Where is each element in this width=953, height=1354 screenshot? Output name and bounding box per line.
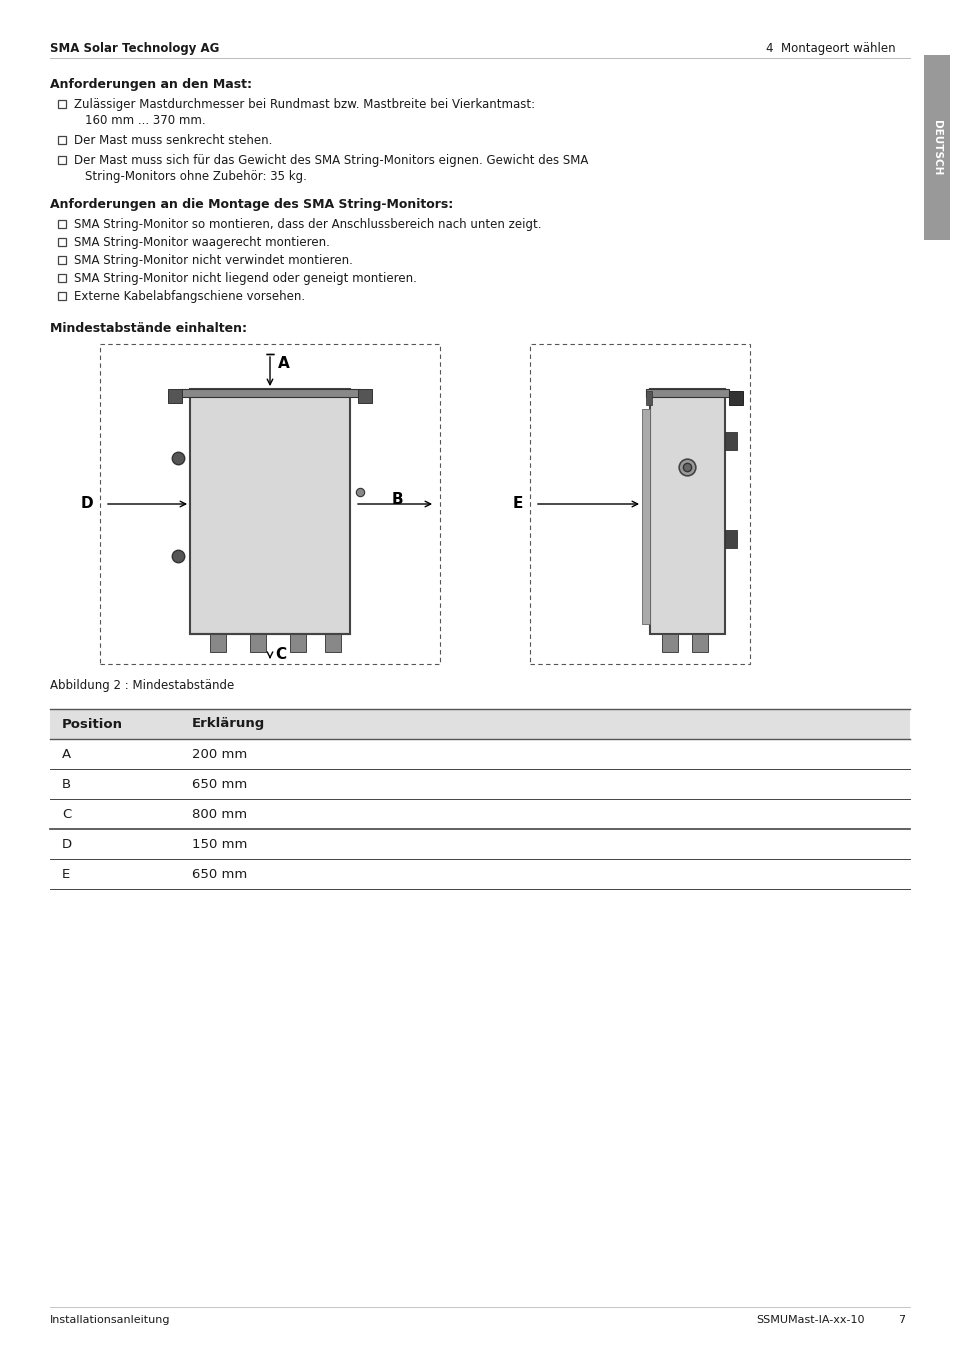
Text: 160 mm ... 370 mm.: 160 mm ... 370 mm. [85,114,206,127]
Bar [250,634,266,653]
Text: SMA Solar Technology AG: SMA Solar Technology AG [50,42,219,56]
Bar [724,432,737,451]
Bar [724,531,737,548]
Text: 4  Montageort wählen: 4 Montageort wählen [765,42,895,56]
Text: D: D [80,497,92,512]
Bar [58,100,66,108]
Bar [100,344,439,663]
Text: DEUTSCH: DEUTSCH [931,119,941,175]
Bar [180,389,359,397]
Text: Position: Position [62,718,123,731]
Text: 7: 7 [897,1315,904,1326]
Bar [641,409,649,624]
Bar [58,274,66,282]
Bar [58,219,66,227]
Text: SMA String-Monitor nicht liegend oder geneigt montieren.: SMA String-Monitor nicht liegend oder ge… [74,272,416,284]
Bar [58,256,66,264]
Text: A: A [277,356,290,371]
Bar [530,344,749,663]
Text: 150 mm: 150 mm [192,838,247,850]
Text: Mindestabstände einhalten:: Mindestabstände einhalten: [50,322,247,334]
Text: Anforderungen an die Montage des SMA String-Monitors:: Anforderungen an die Montage des SMA Str… [50,198,453,211]
Bar [691,634,707,653]
Bar [290,634,306,653]
Bar [50,709,909,739]
Text: E: E [512,497,522,512]
Bar [58,135,66,144]
Text: 800 mm: 800 mm [192,807,247,821]
Text: SMA String-Monitor waagerecht montieren.: SMA String-Monitor waagerecht montieren. [74,236,330,249]
Bar [168,389,182,403]
Bar [923,56,949,240]
Bar [645,391,651,405]
Text: 200 mm: 200 mm [192,747,247,761]
Bar [649,389,724,634]
Bar [661,634,678,653]
Text: A: A [62,747,71,761]
Text: C: C [62,807,71,821]
Text: Installationsanleitung: Installationsanleitung [50,1315,171,1326]
Bar [325,634,340,653]
Text: Erklärung: Erklärung [192,718,265,731]
Bar [190,389,350,634]
Text: 650 mm: 650 mm [192,868,247,880]
Text: B: B [392,492,403,506]
Text: Externe Kabelabfangschiene vorsehen.: Externe Kabelabfangschiene vorsehen. [74,290,305,303]
Text: Der Mast muss sich für das Gewicht des SMA String-Monitors eignen. Gewicht des S: Der Mast muss sich für das Gewicht des S… [74,154,588,167]
Text: SMA String-Monitor so montieren, dass der Anschlussbereich nach unten zeigt.: SMA String-Monitor so montieren, dass de… [74,218,541,232]
Text: Zulässiger Mastdurchmesser bei Rundmast bzw. Mastbreite bei Vierkantmast:: Zulässiger Mastdurchmesser bei Rundmast … [74,97,535,111]
Text: D: D [62,838,72,850]
Bar [357,389,372,403]
Bar [58,156,66,164]
Text: SMA String-Monitor nicht verwindet montieren.: SMA String-Monitor nicht verwindet monti… [74,255,353,267]
Bar [210,634,226,653]
Bar [728,391,742,405]
Text: Anforderungen an den Mast:: Anforderungen an den Mast: [50,79,252,91]
Text: B: B [62,777,71,791]
Text: SSMUMast-IA-xx-10: SSMUMast-IA-xx-10 [756,1315,864,1326]
Bar [645,389,728,397]
Text: 650 mm: 650 mm [192,777,247,791]
Text: String-Monitors ohne Zubehör: 35 kg.: String-Monitors ohne Zubehör: 35 kg. [85,171,307,183]
Text: Abbildung 2 : Mindestabstände: Abbildung 2 : Mindestabstände [50,678,234,692]
Bar [58,238,66,246]
Bar [58,292,66,301]
Text: E: E [62,868,71,880]
Text: C: C [274,647,286,662]
Text: Der Mast muss senkrecht stehen.: Der Mast muss senkrecht stehen. [74,134,273,148]
